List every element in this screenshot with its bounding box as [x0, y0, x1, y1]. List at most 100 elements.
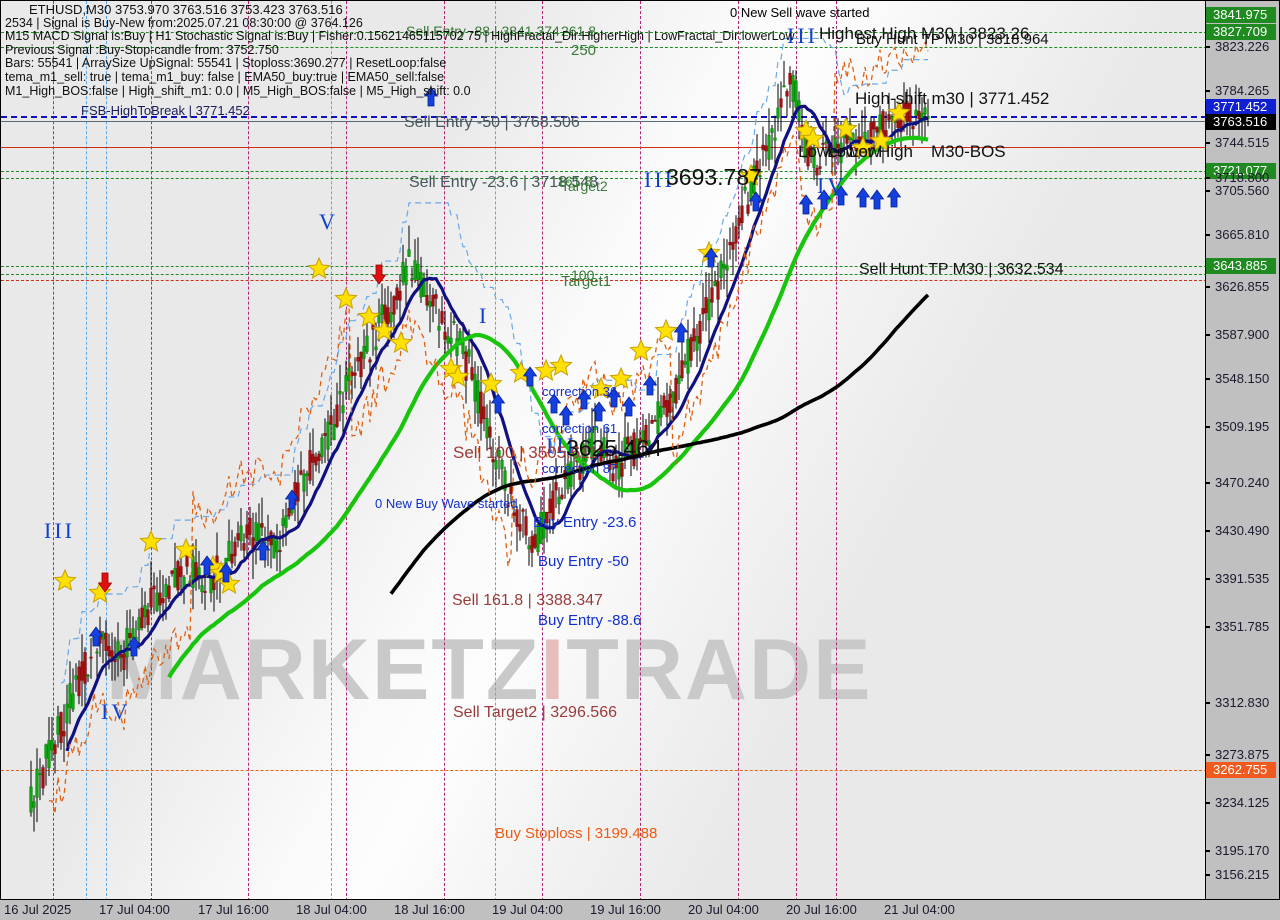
sell-hunt-tp-line — [1, 266, 1205, 267]
wave-marker-iii: III — [546, 433, 577, 458]
annotation-correction-87: correction 87 — [542, 461, 618, 476]
header-line-5: M1_High_BOS:false | High_shift_m1: 0.0 |… — [5, 83, 471, 98]
annotation-target2: Target2 — [561, 178, 608, 194]
annotation-correction-61: correction 61 — [542, 421, 618, 436]
annotation-buy-entry-236: Buy Entry -23.6 — [533, 514, 637, 531]
annotation-new-buy-wave: 0 New Buy Wave started — [375, 496, 518, 511]
annotation-buy-hunt-tp-m30: Buy Hunt TP M30 | 3818.964 — [856, 31, 1049, 48]
session-sep-8 — [444, 1, 445, 899]
session-sep-13 — [796, 1, 797, 899]
price-tick-3718.800: 3718.800 — [1206, 170, 1280, 186]
annotation-sell-entry-88: Sell Entry -88 | 3841.374 — [406, 23, 560, 39]
price-tick-3195.170: 3195.170 — [1206, 843, 1280, 859]
watermark-right: TRADE — [566, 622, 873, 718]
price-tick-3548.150: 3548.150 — [1206, 371, 1280, 387]
time-tick: 16 Jul 2025 — [4, 902, 72, 917]
annotation-sell-hunt-tp-m30: Sell Hunt TP M30 | 3632.534 — [859, 261, 1064, 278]
annotation-highest-high-m30: Highest High M30 | 3823.26 — [819, 24, 1030, 43]
symbol-quote-line: ETHUSD,M30 3753.970 3763.516 3753.423 37… — [29, 2, 343, 17]
time-tick: 20 Jul 16:00 — [786, 902, 857, 917]
header-line-1: M15 MACD Signal is:Buy | H1 Stochastic S… — [5, 29, 795, 44]
time-tick: 17 Jul 04:00 — [99, 902, 170, 917]
session-sep-14 — [836, 1, 837, 899]
session-sep-6 — [331, 1, 332, 899]
time-tick: 19 Jul 04:00 — [492, 902, 563, 917]
annotation-fib-100: 100 — [571, 267, 595, 283]
price-tick-3763.516: 3763.516 — [1206, 114, 1276, 130]
price-tick-3156.215: 3156.215 — [1206, 867, 1280, 883]
price-tick-3643.885: 3643.885 — [1206, 258, 1276, 274]
price-series-canvas — [29, 37, 930, 832]
wave-marker-i: I — [479, 303, 490, 328]
price-tick-3430.490: 3430.490 — [1206, 523, 1280, 539]
price-tick-3470.240: 3470.240 — [1206, 475, 1280, 491]
price-tick-3841.975: 3841.975 — [1206, 7, 1276, 23]
buy-sl-line — [1, 770, 1205, 771]
price-tick-3823.226: 3823.226 — [1206, 39, 1280, 55]
target1-line — [1, 274, 1205, 275]
price-tick-3827.709: 3827.709 — [1206, 24, 1276, 40]
chart-plot-area[interactable]: MARKETZITRADE III IV V I IV III III III 0 New S… — [0, 0, 1206, 900]
annotation-correction-36: correction 36 — [542, 384, 618, 399]
annotation-m30-bos: M30-BOS — [931, 142, 1006, 161]
session-sep-2 — [86, 1, 87, 899]
time-tick: 18 Jul 16:00 — [394, 902, 465, 917]
price-tick-3665.810: 3665.810 — [1206, 227, 1280, 243]
wave-marker-iv: IV — [101, 699, 131, 724]
target2-line — [1, 178, 1205, 179]
price-tick-3784.265: 3784.265 — [1206, 83, 1280, 99]
price-tick-3312.830: 3312.830 — [1206, 695, 1280, 711]
annotation-high-shift-m30: High-shift m30 | 3771.452 — [855, 89, 1050, 108]
session-sep-9 — [495, 1, 496, 899]
time-tick: 19 Jul 16:00 — [590, 902, 661, 917]
price-tick-3391.535: 3391.535 — [1206, 571, 1280, 587]
session-sep-12 — [738, 1, 739, 899]
watermark-logo: MARKETZITRADE — [106, 621, 873, 720]
price-tick-3771.452: 3771.452 — [1206, 99, 1276, 115]
fsb-line — [1, 116, 1205, 118]
stoploss-line — [1, 280, 1205, 281]
annotation-price-tag-3693: 3693.787 — [666, 164, 762, 190]
price-tick-3234.125: 3234.125 — [1206, 795, 1280, 811]
annotation-sell-1618: Sell 161.8 | 3388.347 — [452, 592, 603, 609]
watermark-left: MARKETZ — [106, 622, 541, 718]
price-tick-3509.195: 3509.195 — [1206, 419, 1280, 435]
price-tick-3351.785: 3351.785 — [1206, 619, 1280, 635]
wave-marker-iv: IV — [817, 173, 847, 198]
scale-corner — [1206, 900, 1280, 920]
session-sep-3 — [106, 1, 107, 899]
annotation-buy-entry-50: Buy Entry -50 — [538, 553, 629, 570]
time-tick: 18 Jul 04:00 — [296, 902, 367, 917]
annotation-fib-250: 250 — [571, 42, 597, 59]
time-tick: 20 Jul 04:00 — [688, 902, 759, 917]
annotation-sell-entry-236: Sell Entry -23.6 | 3718.548 — [409, 174, 599, 191]
time-tick: 17 Jul 16:00 — [198, 902, 269, 917]
wave-marker-iii: III — [644, 167, 675, 192]
time-scale[interactable]: 16 Jul 2025 17 Jul 04:00 17 Jul 16:00 18 Ju… — [0, 900, 1206, 920]
session-sep-7 — [346, 1, 347, 899]
annotation-new-sell-wave: 0 New Sell wave started — [730, 5, 870, 20]
sell-entry-50-line — [1, 121, 1205, 122]
session-sep-4 — [151, 1, 152, 899]
session-sep-5 — [248, 1, 249, 899]
session-sep-11 — [640, 1, 641, 899]
annotation-buy-stoploss: Buy Stoploss | 3199.488 — [495, 825, 658, 842]
annotation-sell-100: Sell 100 | 3505.611 — [453, 443, 598, 462]
signal-marker-canvas — [53, 86, 911, 657]
price-tick-3744.515: 3744.515 — [1206, 135, 1280, 151]
sell-entry-88-line — [1, 32, 1205, 33]
annotation-buy-entry-886: Buy Entry -88.6 — [538, 612, 642, 629]
price-tick-3273.875: 3273.875 — [1206, 747, 1280, 763]
annotation-sell-entry-50: Sell Entry -50 | 3768.506 — [404, 114, 580, 131]
price-scale[interactable]: 3841.975 3827.709 3823.226 3784.265 3771.452… — [1206, 0, 1280, 900]
sell-entry-236-line — [1, 171, 1205, 172]
time-tick: 21 Jul 04:00 — [884, 902, 955, 917]
annotation-target1: Target1 — [561, 273, 612, 290]
annotation-price-tag-3525: 3625.464 — [566, 435, 662, 461]
header-line-0: 2534 | Signal is Buy-New from:2025.07.21… — [5, 15, 363, 30]
price-tick-3587.900: 3587.900 — [1206, 327, 1280, 343]
wave-marker-iii: III — [44, 518, 75, 543]
annotation-sell-target2: Sell Target2 | 3296.566 — [453, 704, 617, 721]
wave-marker-iii: III — [787, 23, 818, 48]
